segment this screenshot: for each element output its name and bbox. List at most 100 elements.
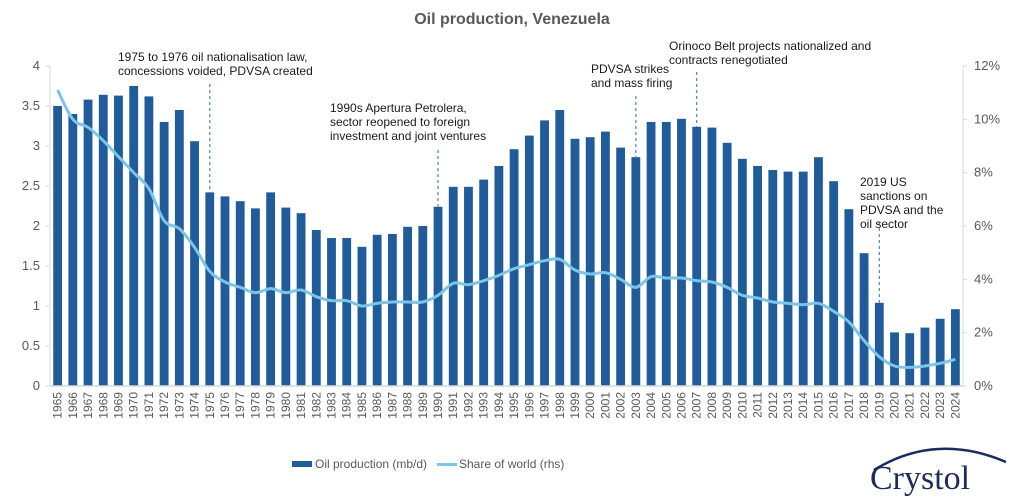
x-tick-label: 1967: [81, 392, 95, 419]
x-tick-label: 1985: [355, 392, 369, 419]
annotation-line-text: sector reopened to foreign: [330, 115, 470, 129]
bar-1970: [129, 86, 139, 386]
x-tick-label: 1974: [188, 392, 202, 419]
x-tick-label: 1973: [172, 392, 186, 419]
bar-2005: [661, 122, 671, 386]
annotations: 1975 to 1976 oil nationalisation law, con…: [118, 39, 944, 231]
bar-1988: [403, 226, 413, 386]
x-tick-label: 1983: [325, 392, 339, 419]
x-tick-label: 1972: [157, 392, 171, 419]
annotation-line-text: 2019 US: [860, 175, 907, 189]
x-tick-label: 2021: [903, 392, 917, 419]
bar-2008: [707, 127, 717, 386]
y-tick-label: 0.5: [22, 338, 40, 353]
y-tick-label: 3.5: [22, 98, 40, 113]
bar-2019: [874, 302, 884, 386]
bar-1991: [448, 186, 458, 386]
bar-1993: [479, 179, 489, 386]
bar-1987: [387, 234, 397, 386]
bar-2001: [600, 131, 610, 386]
y2-tick-label: 2%: [974, 325, 993, 340]
bar-2011: [753, 166, 762, 386]
x-tick-label: 2011: [751, 392, 765, 418]
y2-tick-label: 6%: [974, 218, 993, 233]
x-tick-label: 1981: [294, 392, 308, 419]
legend-swatch-share-of-world: [437, 463, 457, 466]
bar-1971: [144, 96, 154, 387]
bar-1981: [296, 213, 306, 386]
x-tick-label: 1990: [431, 392, 445, 419]
bar-2018: [859, 253, 869, 386]
bar-1992: [464, 186, 473, 386]
annotation-line-text: investment and joint ventures: [330, 129, 486, 143]
annotation-line-text: oil sector: [860, 217, 908, 231]
bar-1975: [205, 192, 215, 386]
bar-1999: [570, 138, 580, 386]
y2-tick-label: 0%: [974, 378, 993, 393]
y-tick-label: 2: [33, 218, 40, 233]
x-tick-label: 2006: [674, 392, 688, 419]
bar-2010: [737, 158, 747, 386]
bar-2013: [783, 171, 793, 386]
legend-label-oil-production: Oil production (mb/d): [315, 457, 427, 471]
chart-title: Oil production, Venezuela: [414, 11, 610, 28]
x-tick-label: 2014: [796, 392, 810, 419]
bar-2017: [844, 209, 854, 386]
bar-1966: [68, 114, 78, 386]
bar-1984: [342, 238, 352, 386]
bar-1972: [159, 122, 169, 386]
x-tick-label: 1994: [492, 392, 506, 419]
logo-arc: [873, 447, 1007, 472]
y-tick-label: 3: [33, 138, 40, 153]
bar-1973: [174, 110, 184, 386]
x-tick-label: 1999: [568, 392, 582, 419]
legend-label-share-of-world: Share of world (rhs): [459, 457, 564, 471]
x-tick-label: 1987: [385, 392, 399, 419]
bar-2009: [722, 142, 732, 386]
bar-1976: [220, 196, 230, 386]
bar-series: [53, 86, 960, 387]
y-tick-label: 4: [33, 58, 40, 73]
bar-1968: [98, 94, 108, 387]
annotation-2019: 2019 US sanctions on PDVSA and the oil sect…: [860, 175, 944, 231]
x-axis: 1965 1966 1967 1968 1969 1970 1971 1972 1973 1974…: [50, 385, 963, 419]
x-tick-label: 1986: [370, 392, 384, 419]
annotation-2003: PDVSA strikes and mass firing: [591, 62, 672, 90]
bar-2012: [768, 170, 778, 386]
bar-1997: [540, 120, 549, 387]
y2-tick-label: 10%: [974, 111, 1000, 126]
bar-1986: [372, 234, 382, 386]
x-tick-label: 2002: [614, 392, 628, 419]
bar-2023: [935, 318, 945, 386]
x-tick-label: 1977: [233, 392, 247, 419]
x-tick-label: 2017: [842, 392, 856, 419]
x-tick-label: 2012: [766, 392, 780, 419]
annotation-1975: 1975 to 1976 oil nationalisation law, con…: [118, 50, 313, 78]
bar-2021: [905, 333, 915, 386]
logo-text: Crystol: [870, 460, 970, 496]
x-tick-label: 2015: [811, 392, 825, 419]
x-tick-label: 2023: [933, 392, 947, 419]
x-tick-label: 1966: [66, 392, 80, 419]
annotation-line-text: 1990s Apertura Petrolera,: [330, 101, 467, 115]
x-tick-label: 2003: [629, 392, 643, 419]
x-tick-label: 1998: [553, 392, 567, 419]
bar-2016: [829, 181, 839, 386]
x-tick-label: 1980: [279, 392, 293, 419]
annotation-line-text: and mass firing: [591, 76, 672, 90]
y-tick-label: 1: [33, 298, 40, 313]
x-tick-label: 1988: [401, 392, 415, 419]
legend: Oil production (mb/d) Share of world (rh…: [292, 457, 564, 471]
x-tick-label: 2004: [644, 392, 658, 419]
bar-2006: [677, 118, 686, 387]
x-tick-label: 2020: [888, 392, 902, 419]
bar-2022: [920, 327, 930, 386]
y2-tick-label: 8%: [974, 165, 993, 180]
annotation-line-text: PDVSA strikes: [591, 62, 669, 76]
bar-2000: [585, 137, 595, 386]
y2-tick-label: 12%: [974, 58, 1000, 73]
bar-1967: [83, 99, 93, 386]
y2-tick-label: 4%: [974, 271, 993, 286]
annotation-line-text: sanctions on: [860, 189, 927, 203]
